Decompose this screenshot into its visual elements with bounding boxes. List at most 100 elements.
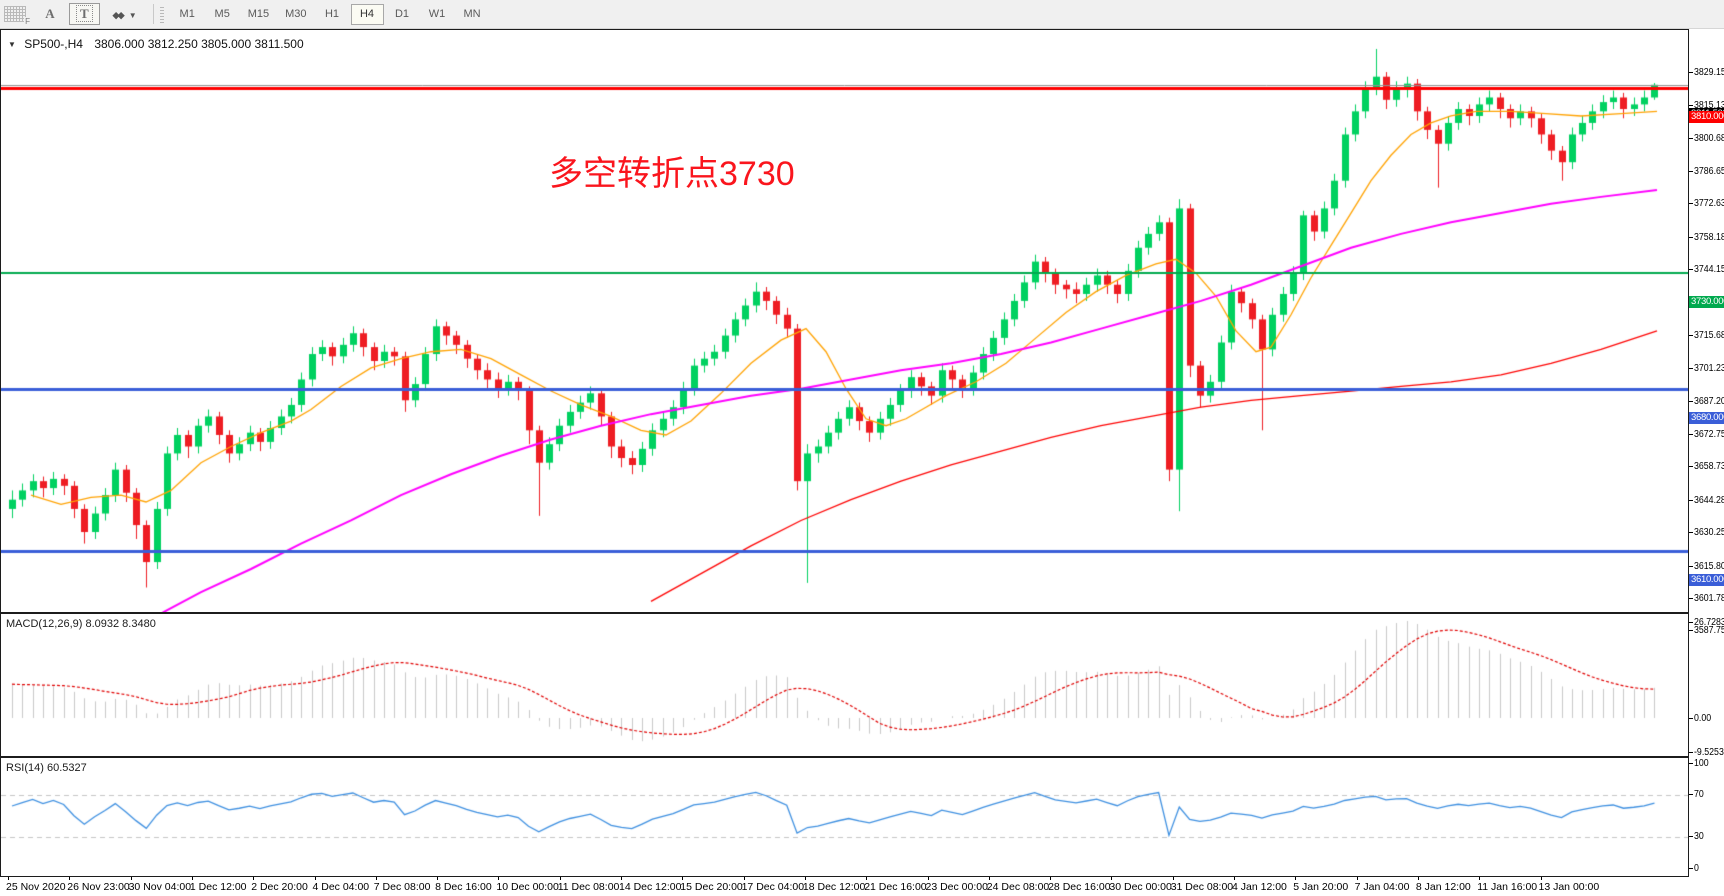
- toolbar-grip: [159, 5, 164, 23]
- objects-arrows-button[interactable]: ◆◆ ▼: [106, 3, 144, 25]
- grip-f-label: F: [24, 17, 31, 26]
- tick-dash: [1689, 466, 1693, 468]
- tick-dash: [1689, 598, 1693, 600]
- hline-price-label: 3810.000: [1689, 111, 1724, 124]
- time-tick-mark: [1111, 877, 1113, 880]
- time-axis-label: 18 Dec 12:00: [803, 877, 865, 896]
- toolbar: F A T ◆◆ ▼ M1 M5 M15 M30 H1 H4 D1 W1 MN: [0, 0, 1724, 29]
- price-tick-label: 3772.630: [1689, 198, 1724, 210]
- price-axis[interactable]: 3829.155 3815.130 3800.680 3786.655 3772…: [1689, 29, 1724, 877]
- time-axis-label: 10 Dec 00:00: [496, 877, 559, 896]
- time-axis-label: 31 Dec 08:00: [1171, 877, 1233, 896]
- time-tick-mark: [8, 877, 9, 880]
- time-axis-label: 14 Dec 12:00: [619, 877, 681, 896]
- price-tick-label: 3587.755: [1689, 625, 1724, 637]
- time-tick-mark: [437, 877, 439, 880]
- time-tick-mark: [1417, 877, 1419, 880]
- time-tick-mark: [559, 877, 561, 880]
- tick-dash: [1689, 400, 1693, 402]
- time-tick-mark: [988, 877, 990, 880]
- time-tick-mark: [804, 877, 806, 880]
- rsi-label: RSI(14) 60.5327: [6, 762, 87, 774]
- timeframe-button[interactable]: M15: [241, 4, 276, 25]
- time-tick-mark: [1234, 877, 1235, 880]
- price-tick-label: 3601.780: [1689, 593, 1724, 605]
- main-chart-panel: ▼ SP500-,H4 3806.000 3812.250 3805.000 3…: [0, 29, 1689, 613]
- price-chart-canvas[interactable]: [1, 30, 1688, 612]
- time-axis-label: 7 Jan 04:00: [1355, 877, 1409, 896]
- chart-title: ▼ SP500-,H4 3806.000 3812.250 3805.000 3…: [8, 37, 304, 51]
- collapse-triangle-icon[interactable]: ▼: [8, 40, 16, 49]
- timeframe-button[interactable]: M1: [171, 4, 204, 25]
- time-tick-mark: [866, 877, 868, 880]
- macd-axis-label: 26.7283: [1689, 616, 1724, 628]
- time-tick-mark: [253, 877, 255, 880]
- time-tick-mark: [498, 877, 500, 880]
- timeframe-button[interactable]: W1: [421, 4, 454, 25]
- text-label-a-button[interactable]: A: [37, 3, 63, 25]
- time-tick-mark: [130, 877, 132, 880]
- time-axis-label: 24 Dec 08:00: [987, 877, 1049, 896]
- time-tick-mark: [1479, 877, 1481, 880]
- timeframe-button[interactable]: H1: [316, 4, 349, 25]
- text-tool-t-button[interactable]: T: [69, 3, 100, 25]
- time-tick-mark: [1540, 877, 1542, 880]
- symbol-period-label: SP500-,H4: [24, 37, 83, 51]
- price-tick-label: 3786.655: [1689, 165, 1724, 177]
- price-tick-label: 3744.155: [1689, 263, 1724, 275]
- tick-dash: [1689, 499, 1693, 501]
- time-axis-label: 5 Jan 20:00: [1293, 877, 1348, 896]
- tick-dash: [1689, 532, 1693, 534]
- tick-dash: [1689, 565, 1693, 567]
- price-tick-label: 3758.180: [1689, 231, 1724, 243]
- price-tick-label: 3701.230: [1689, 363, 1724, 375]
- macd-panel: MACD(12,26,9) 8.0932 8.3480: [0, 613, 1689, 757]
- time-axis-label: 8 Jan 12:00: [1416, 877, 1471, 896]
- time-axis-label: 23 Dec 00:00: [926, 877, 988, 896]
- timeframe-button[interactable]: M30: [278, 4, 313, 25]
- timeframe-button[interactable]: H4: [350, 3, 384, 25]
- tick-dash: [1689, 104, 1693, 106]
- tick-dash: [1689, 621, 1693, 623]
- tick-dash: [1689, 433, 1693, 435]
- timeframe-button[interactable]: D1: [386, 4, 419, 25]
- time-tick-mark: [69, 877, 71, 880]
- time-tick-mark: [621, 877, 622, 880]
- time-tick-mark: [1172, 877, 1174, 880]
- tick-dash: [1689, 751, 1693, 753]
- price-tick-label: 3687.205: [1689, 395, 1724, 407]
- macd-axis-label: -9.5253: [1689, 746, 1724, 758]
- tick-dash: [1689, 203, 1693, 205]
- time-axis-label: 17 Dec 04:00: [742, 877, 804, 896]
- rsi-axis-label: 100: [1689, 757, 1711, 769]
- tick-dash: [1689, 368, 1693, 370]
- time-axis[interactable]: 25 Nov 2020 26 Nov 23:00 30 Nov 04:00 1 …: [0, 877, 1689, 896]
- time-axis-label: 30 Nov 04:00: [129, 877, 191, 896]
- macd-axis-label: 0.00: [1689, 712, 1713, 724]
- rsi-axis-label: 0: [1689, 862, 1700, 874]
- price-tick-label: 3715.680: [1689, 329, 1724, 341]
- time-tick-mark: [191, 877, 193, 880]
- rsi-canvas[interactable]: [1, 758, 1688, 876]
- time-axis-label: 25 Nov 2020: [6, 877, 66, 896]
- grid-crosshair-icon[interactable]: F: [4, 6, 31, 26]
- ohlc-values-label: 3806.000 3812.250 3805.000 3811.500: [94, 37, 304, 51]
- time-tick-mark: [682, 877, 684, 880]
- tick-dash: [1689, 762, 1693, 764]
- tick-dash: [1689, 72, 1693, 74]
- chevron-down-icon: ▼: [128, 11, 137, 20]
- time-tick-mark: [1050, 877, 1052, 880]
- price-tick-label: 3644.280: [1689, 494, 1724, 506]
- tick-dash: [1689, 170, 1693, 172]
- timeframe-button[interactable]: M5: [206, 4, 239, 25]
- timeframe-button[interactable]: MN: [456, 4, 489, 25]
- hline-price-label: 3730.000: [1689, 296, 1724, 309]
- tick-dash: [1689, 630, 1693, 632]
- time-axis-label: 28 Dec 16:00: [1048, 877, 1111, 896]
- time-axis-label: 30 Dec 00:00: [1109, 877, 1172, 896]
- price-tick-label: 3658.730: [1689, 461, 1724, 473]
- time-axis-label: 11 Dec 08:00: [558, 877, 619, 896]
- macd-canvas[interactable]: [1, 614, 1688, 756]
- tick-dash: [1689, 717, 1693, 719]
